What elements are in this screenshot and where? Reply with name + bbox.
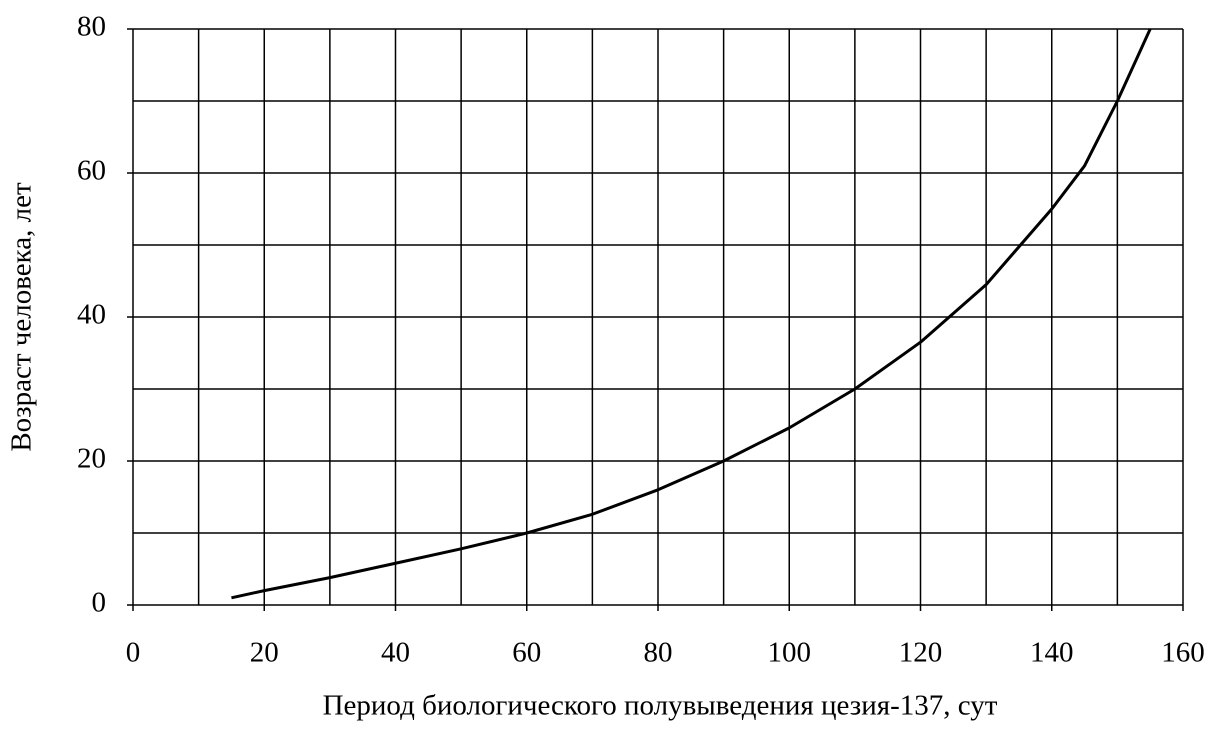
y-axis-label: Возраст человека, лет [6,182,38,452]
x-tick-label: 100 [768,637,812,669]
x-tick-label: 40 [381,637,410,669]
x-tick-label: 60 [512,637,541,669]
x-tick-label: 140 [1030,637,1074,669]
x-tick-label: 0 [126,637,141,669]
x-tick-label: 120 [899,637,943,669]
y-tick-label: 20 [77,443,106,475]
x-tick-label: 160 [1161,637,1205,669]
y-tick-label: 40 [77,299,106,331]
x-axis-label: Период биологического полувыведения цези… [323,690,998,722]
line [231,28,1152,600]
y-tick-label: 60 [77,155,106,187]
y-tick-label: 80 [77,11,106,43]
x-tick-label: 80 [644,637,673,669]
x-tick-label: 20 [250,637,279,669]
y-tick-label: 0 [92,587,107,619]
